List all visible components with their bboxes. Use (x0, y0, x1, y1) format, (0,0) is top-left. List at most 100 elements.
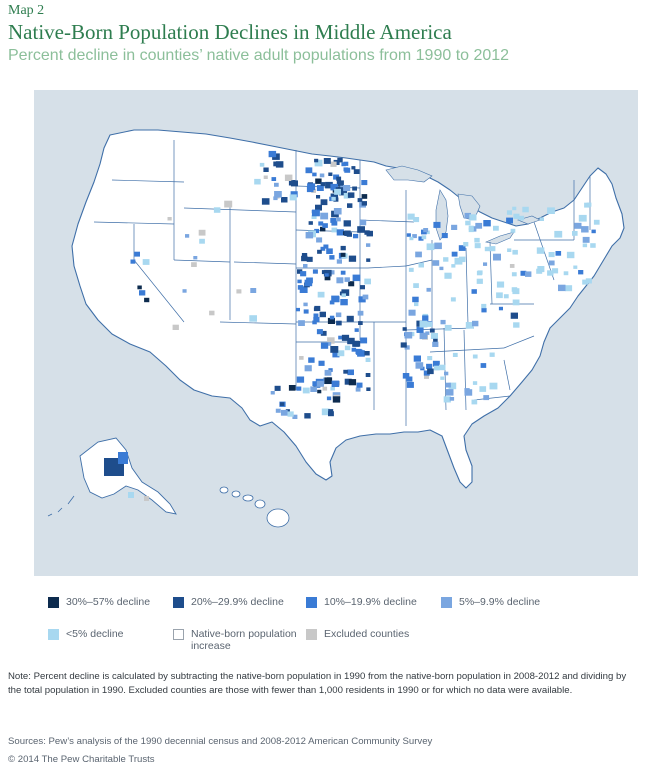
county-cell (343, 192, 351, 199)
county-cell (273, 161, 279, 167)
county-cell (578, 270, 584, 275)
county-cell (512, 206, 517, 211)
legend-swatch-20-29 (173, 597, 184, 608)
county-cell (573, 265, 578, 269)
county-cell (236, 289, 242, 294)
county-cell (357, 310, 364, 316)
county-cell (520, 270, 527, 276)
county-cell (498, 306, 503, 311)
county-cell (296, 307, 300, 312)
county-cell (445, 389, 454, 396)
county-cell (477, 270, 483, 275)
county-cell (402, 373, 410, 379)
county-cell (182, 289, 187, 293)
county-cell (443, 396, 451, 403)
county-cell (343, 185, 351, 192)
county-cell (404, 331, 413, 339)
county-cell (458, 245, 466, 251)
county-cell (582, 243, 588, 248)
legend-item-30-57: 30%–57% decline (48, 596, 150, 610)
county-cell (451, 264, 456, 268)
county-cell (352, 274, 361, 282)
county-cell (522, 206, 529, 213)
county-cell (326, 396, 332, 401)
county-cell (472, 381, 478, 385)
county-cell (320, 246, 326, 251)
legend-label-20-29: 20%–29.9% decline (191, 596, 284, 608)
county-cell (348, 379, 357, 386)
county-cell (254, 178, 261, 185)
county-cell (330, 218, 337, 223)
county-cell (426, 363, 433, 369)
county-cell (506, 210, 513, 215)
county-cell (366, 230, 373, 237)
county-cell (320, 342, 329, 349)
county-cell (581, 226, 589, 233)
county-cell (274, 182, 279, 187)
county-cell (451, 251, 458, 257)
county-cell (433, 221, 441, 228)
county-cell (298, 320, 305, 326)
lake-erie (484, 231, 515, 245)
county-cell (448, 382, 457, 390)
county-cell (472, 320, 479, 327)
county-cell (261, 198, 270, 205)
county-cell (250, 288, 257, 293)
county-cell (274, 191, 282, 198)
legend-label-increase: Native-born population increase (191, 628, 297, 652)
county-cell (328, 411, 334, 417)
county-cell (474, 243, 481, 249)
county-cell (338, 335, 343, 340)
county-cell (302, 387, 310, 394)
county-cell (471, 289, 477, 294)
county-cell (400, 342, 407, 348)
county-cell (279, 402, 285, 406)
legend-label-10-19: 10%–19.9% decline (324, 596, 417, 608)
county-cell (347, 369, 354, 376)
county-cell (316, 380, 324, 387)
county-cell (316, 237, 323, 243)
county-cell (331, 295, 339, 303)
county-cell (422, 315, 429, 321)
county-cell (347, 203, 353, 208)
county-cell (327, 337, 335, 344)
county-cell (496, 292, 503, 299)
county-cell (591, 229, 596, 234)
county-cell (299, 286, 308, 293)
county-cell (318, 221, 324, 226)
county-cell (432, 360, 440, 367)
county-cell (353, 233, 359, 239)
county-cell (323, 269, 332, 277)
county-cell (425, 230, 430, 235)
county-cell (483, 395, 490, 401)
county-cell (330, 161, 337, 167)
county-cell (548, 260, 555, 266)
legend-item-10-19: 10%–19.9% decline (306, 596, 417, 610)
county-cell (285, 409, 290, 413)
county-cell (341, 162, 346, 167)
county-cell (330, 386, 335, 391)
county-cell (471, 399, 478, 405)
legend-swatch-lt5 (48, 629, 59, 640)
county-cell (360, 285, 365, 290)
legend-swatch-10-19 (306, 597, 317, 608)
county-cell (578, 214, 587, 222)
county-cell (419, 320, 428, 328)
us-county-map (34, 90, 638, 576)
county-cell (452, 352, 458, 357)
county-cell (590, 243, 596, 248)
county-cell (430, 333, 438, 339)
county-cell (340, 252, 346, 257)
county-cell (313, 313, 319, 318)
county-cell (537, 266, 545, 273)
county-cell (413, 283, 419, 288)
county-cell (440, 376, 445, 380)
county-cell (320, 330, 327, 336)
county-cell (303, 302, 308, 307)
county-cell (128, 492, 134, 498)
county-cell (328, 172, 333, 176)
county-cell (311, 214, 317, 219)
county-cell (572, 231, 578, 236)
county-cell (344, 378, 352, 385)
county-cell (292, 414, 298, 419)
